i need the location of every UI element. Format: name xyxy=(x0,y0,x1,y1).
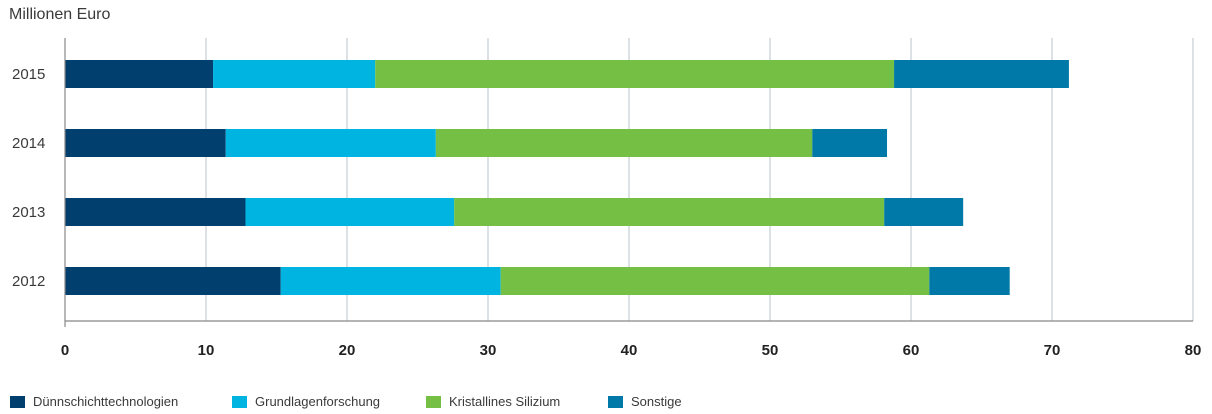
x-tick-label: 30 xyxy=(480,342,497,359)
bar-segment xyxy=(65,60,214,88)
x-tick-label: 70 xyxy=(1044,342,1061,359)
bar-segment xyxy=(225,129,436,157)
bar-segment xyxy=(245,198,455,226)
bar-segment xyxy=(435,129,813,157)
bar-segment xyxy=(812,129,888,157)
x-tick-label: 60 xyxy=(903,342,920,359)
x-tick-label: 80 xyxy=(1185,342,1202,359)
x-tick-label: 10 xyxy=(198,342,215,359)
bar-segment xyxy=(65,129,226,157)
legend-swatch xyxy=(426,396,441,408)
legend-label: Kristallines Silizium xyxy=(449,394,561,409)
y-category-label: 2013 xyxy=(12,204,45,221)
bar-segment xyxy=(884,198,964,226)
bar-segment xyxy=(280,267,501,295)
bars xyxy=(65,60,1069,295)
bar-segment xyxy=(65,267,281,295)
y-category-label: 2012 xyxy=(12,273,45,290)
y-axis-labels: 2015 2014 2013 2012 xyxy=(12,66,45,290)
bar-segment xyxy=(213,60,376,88)
legend-label: Grundlagenforschung xyxy=(255,394,381,409)
x-tick-label: 0 xyxy=(61,342,69,359)
x-tick-label: 20 xyxy=(339,342,356,359)
legend-label: Sonstige xyxy=(631,394,682,409)
y-category-label: 2014 xyxy=(12,135,45,152)
x-tick-label: 40 xyxy=(621,342,638,359)
legend-swatch xyxy=(232,396,247,408)
legend-swatch xyxy=(10,396,25,408)
bar-segment xyxy=(500,267,930,295)
legend-label: Dünnschichttechnologien xyxy=(33,394,179,409)
x-tick-label: 50 xyxy=(762,342,779,359)
bar-segment xyxy=(894,60,1069,88)
legend-swatch xyxy=(608,396,623,408)
y-category-label: 2015 xyxy=(12,66,45,83)
bar-segment xyxy=(929,267,1010,295)
bar-segment xyxy=(65,198,246,226)
unit-label: Millionen Euro xyxy=(9,6,111,23)
bar-segment xyxy=(454,198,885,226)
x-axis: 0 10 20 30 40 50 60 70 80 xyxy=(61,38,1202,359)
bar-segment xyxy=(375,60,895,88)
stacked-bar-chart: 0 10 20 30 40 50 60 70 80 2015 2014 2013 2012 xyxy=(12,38,1202,359)
